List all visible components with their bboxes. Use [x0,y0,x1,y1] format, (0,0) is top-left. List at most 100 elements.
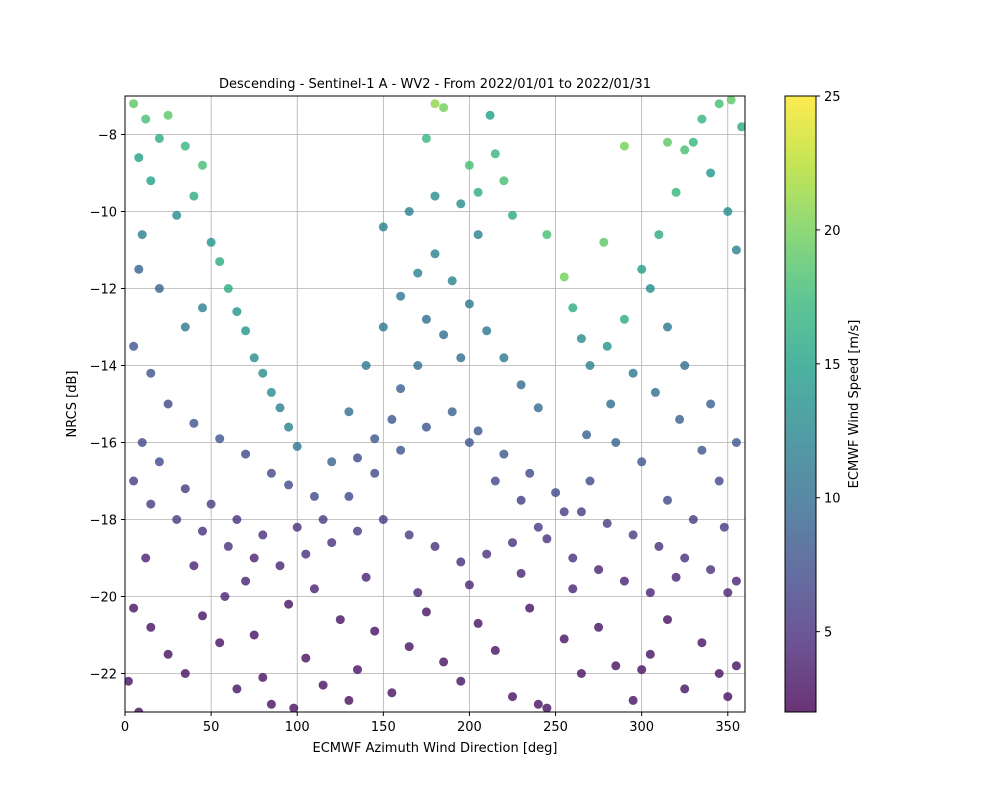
colorbar-tick-label: 15 [824,358,841,373]
data-point [137,230,147,240]
data-point [447,407,457,417]
data-point [723,692,733,702]
data-point [619,314,629,324]
data-point [726,96,736,105]
data-point [134,707,144,712]
data-point [542,534,552,544]
data-point [189,191,199,201]
y-tick-label: −10 [90,206,117,221]
data-point [654,541,664,551]
data-point [241,449,251,459]
data-point [508,210,517,220]
x-tick-label: 350 [715,720,740,735]
data-point [198,611,207,621]
data-point [637,457,647,467]
data-point [198,526,207,536]
data-point [309,584,319,594]
data-point [301,653,311,663]
data-point [258,530,268,540]
data-point [198,303,207,313]
data-point [378,322,388,332]
data-point [266,468,276,478]
x-tick-label: 250 [543,720,568,735]
data-point [241,326,251,336]
data-point [582,430,592,440]
data-point [568,584,578,594]
y-tick-label: −16 [90,437,117,452]
data-point [663,615,672,625]
x-axis-label: ECMWF Azimuth Wind Direction [deg] [313,741,558,756]
data-point [697,638,707,648]
data-point [129,99,139,109]
data-point [344,491,354,501]
y-tick-label: −12 [90,283,117,298]
y-tick-label: −14 [90,360,117,375]
data-point [576,669,586,678]
data-point [249,353,259,363]
data-point [714,669,724,678]
data-point [542,703,552,712]
data-point [706,168,716,178]
data-point [611,661,621,671]
data-point [594,565,604,575]
data-point [141,553,151,563]
data-point [146,176,156,186]
data-point [421,314,431,324]
data-point [134,153,144,163]
colorbar-tick-label: 5 [824,626,832,641]
data-point [223,284,233,293]
data-point [516,380,526,390]
data-point [413,268,423,278]
data-point [215,257,225,267]
data-point [249,553,259,563]
data-point [542,230,552,240]
data-point [602,518,612,528]
data-point [594,622,604,632]
data-point [430,249,440,259]
data-point [645,588,655,598]
data-point [473,187,483,197]
data-point [206,499,216,509]
data-point [141,114,151,124]
data-point [327,457,337,467]
colorbar-tick-label: 25 [824,90,841,105]
data-point [220,592,230,601]
data-point [361,572,371,582]
data-point [485,110,495,120]
data-point [585,361,595,370]
colorbar [784,95,817,713]
data-point [223,541,233,551]
data-point [650,387,660,397]
data-point [327,538,337,548]
data-point [189,561,199,571]
y-tick-label: −18 [90,514,117,529]
data-point [163,649,173,659]
data-point [516,568,526,578]
data-point [714,476,724,486]
data-point [675,414,685,424]
y-axis-ticks: −22 −20 −18 −16 −14 −12 −10 −8 [90,129,125,683]
data-point [396,384,406,394]
data-point [628,530,638,540]
plot-frame [124,95,746,713]
data-point [180,484,190,494]
data-point [533,403,543,413]
data-point [370,434,380,444]
data-point [258,672,268,682]
data-point [723,207,733,216]
data-point [680,684,690,694]
data-point [637,665,647,675]
data-point [344,407,354,417]
data-point [309,491,319,501]
data-point [508,538,517,548]
data-point [568,303,578,313]
data-point [499,449,509,459]
data-point [576,334,586,344]
data-point [456,199,466,209]
data-point [404,207,414,216]
data-point [628,368,638,378]
data-point [198,160,207,170]
data-point [602,341,612,351]
data-point [499,176,509,186]
data-point [490,149,500,159]
